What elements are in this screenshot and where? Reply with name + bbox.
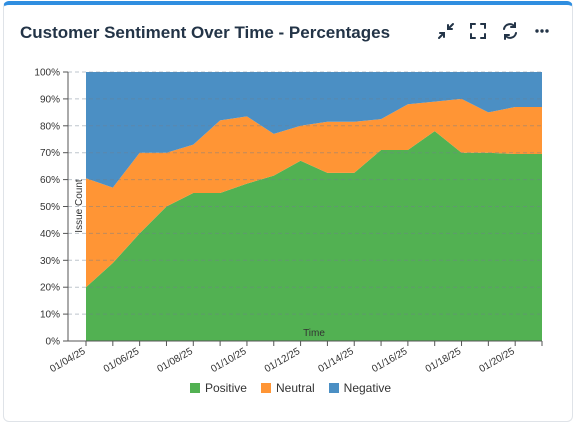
x-tick-label: 01/08/25 xyxy=(156,346,196,375)
collapse-icon[interactable] xyxy=(436,21,456,41)
y-tick-label: 20% xyxy=(40,283,60,294)
y-tick-label: 40% xyxy=(40,229,60,240)
legend-label: Negative xyxy=(343,381,392,395)
x-tick-label: 01/04/25 xyxy=(48,346,88,375)
legend-item-positive[interactable]: Positive xyxy=(189,381,247,395)
x-tick-label: 01/16/25 xyxy=(370,346,410,375)
y-tick-label: 70% xyxy=(40,148,60,159)
legend-label: Positive xyxy=(204,381,247,395)
y-tick-label: 30% xyxy=(40,256,60,267)
widget-title: Customer Sentiment Over Time - Percentag… xyxy=(20,23,391,42)
y-tick-label: 10% xyxy=(40,310,60,321)
area-positive xyxy=(86,131,542,341)
x-tick-label: 01/14/25 xyxy=(317,346,357,375)
chart-legend: Positive Neutral Negative xyxy=(0,381,581,395)
x-tick-label: 01/06/25 xyxy=(102,346,142,375)
area-negative xyxy=(86,72,542,188)
x-tick-label: 01/18/25 xyxy=(424,346,464,375)
x-tick-label: 01/10/25 xyxy=(209,346,249,375)
y-tick-label: 90% xyxy=(40,94,60,105)
legend-item-negative[interactable]: Negative xyxy=(328,381,392,395)
x-axis-label: Time xyxy=(303,328,325,339)
x-tick-label: 01/20/25 xyxy=(477,346,517,375)
legend-label: Neutral xyxy=(275,381,315,395)
legend-item-neutral[interactable]: Neutral xyxy=(260,381,315,395)
y-tick-label: 60% xyxy=(40,175,60,186)
legend-swatch xyxy=(260,383,271,393)
y-axis-label: Issue Count xyxy=(74,179,85,233)
widget-toolbar xyxy=(436,21,552,41)
area-neutral xyxy=(86,98,542,288)
y-tick-label: 100% xyxy=(34,68,60,79)
y-tick-label: 80% xyxy=(40,121,60,132)
more-icon[interactable] xyxy=(532,21,552,41)
refresh-icon[interactable] xyxy=(500,21,520,41)
fullscreen-icon[interactable] xyxy=(468,21,488,41)
y-tick-label: 50% xyxy=(40,202,60,213)
legend-swatch xyxy=(328,383,339,393)
y-tick-label: 0% xyxy=(46,337,61,348)
legend-swatch xyxy=(189,383,200,393)
x-tick-label: 01/12/25 xyxy=(263,346,303,375)
